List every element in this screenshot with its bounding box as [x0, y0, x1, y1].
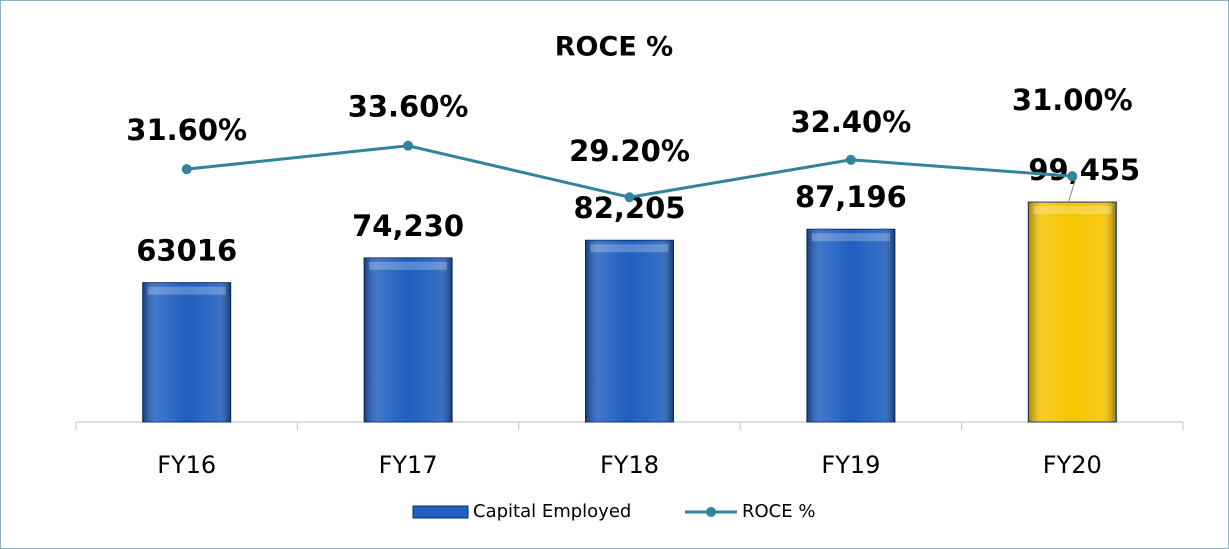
- bar: [585, 239, 674, 423]
- line-point: [1067, 171, 1078, 182]
- bar-value-label: 63016: [136, 234, 237, 268]
- bar-bevel: [590, 244, 669, 253]
- bar-bevel: [811, 233, 890, 242]
- line-point: [181, 164, 192, 175]
- line-value-label: 31.60%: [126, 113, 247, 147]
- x-tick-label: FY16: [157, 451, 216, 479]
- bar-bevel: [369, 261, 448, 270]
- line-point: [624, 192, 635, 203]
- legend-label: ROCE %: [742, 501, 815, 522]
- line-point: [403, 140, 414, 151]
- x-tick-label: FY18: [600, 451, 659, 479]
- legend-swatch: [412, 505, 469, 519]
- line-value-label: 33.60%: [348, 90, 469, 124]
- bar: [142, 282, 232, 423]
- bar: [806, 228, 896, 423]
- x-tick-label: FY19: [821, 451, 880, 479]
- line-value-label: 31.00%: [1012, 83, 1133, 117]
- line-value-label: 32.40%: [791, 105, 912, 139]
- bar-value-label: 87,196: [795, 180, 907, 214]
- leader-line: [1067, 179, 1076, 203]
- bar: [1027, 201, 1117, 423]
- x-tick-label: FY17: [379, 451, 438, 479]
- bar-bevel: [147, 286, 226, 295]
- legend-label: Capital Employed: [473, 501, 631, 522]
- x-tick-label: FY20: [1043, 451, 1102, 479]
- line-value-label: 29.20%: [569, 134, 690, 168]
- bar-value-label: 74,230: [352, 209, 464, 243]
- line-point: [845, 154, 856, 165]
- chart-title: ROCE %: [555, 32, 673, 63]
- bar-value-label: 99,455: [1028, 153, 1140, 187]
- bar: [363, 257, 453, 423]
- bar-bevel: [1033, 206, 1112, 215]
- legend-swatch-dot: [706, 507, 716, 517]
